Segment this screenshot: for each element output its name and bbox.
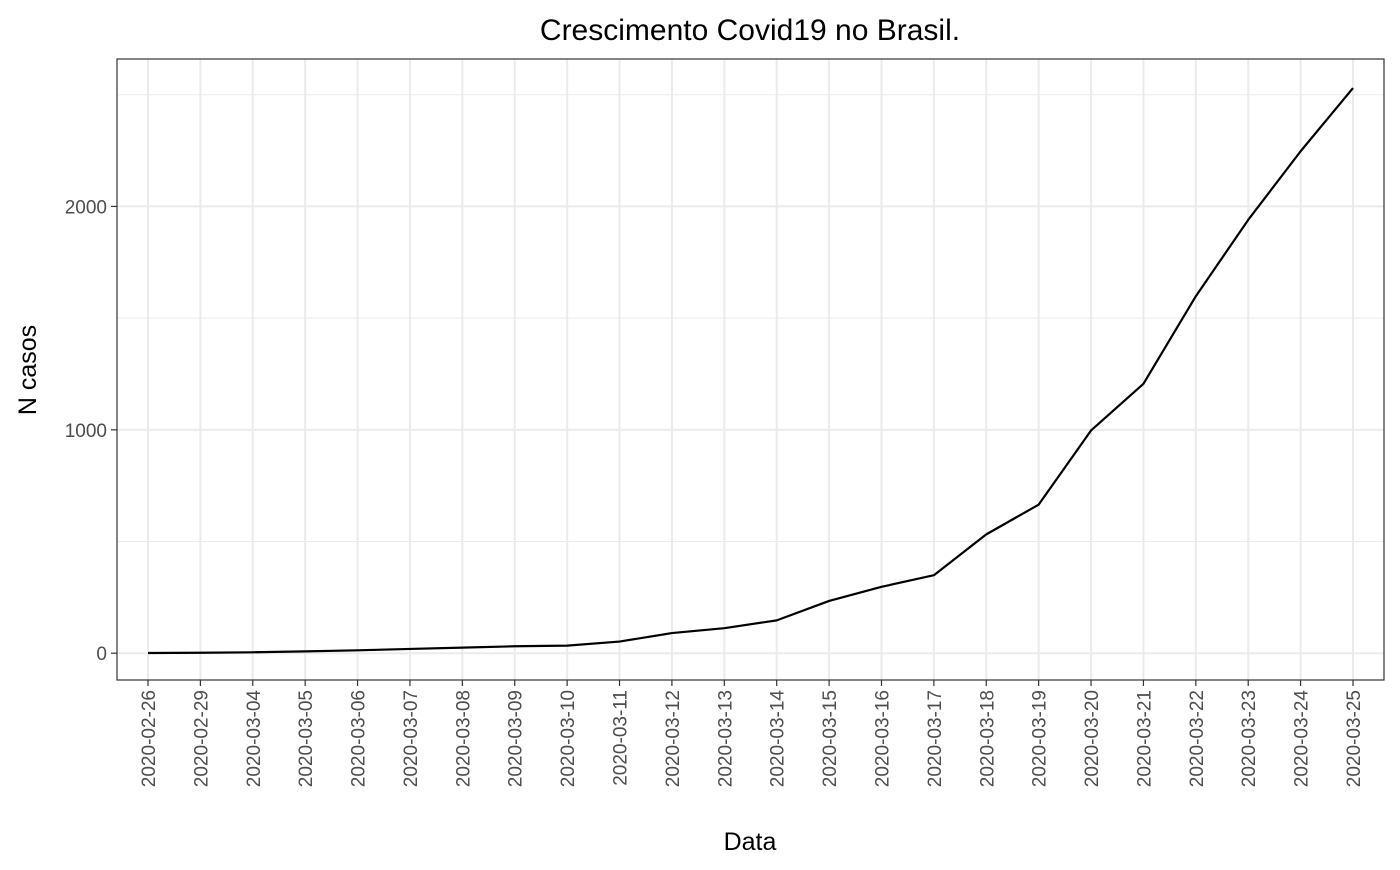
- x-tick-label: 2020-03-10: [558, 690, 579, 787]
- x-tick-label: 2020-03-24: [1292, 690, 1313, 788]
- series-line: [148, 88, 1353, 653]
- chart-title: Crescimento Covid19 no Brasil.: [540, 14, 960, 47]
- x-tick-label: 2020-03-19: [1030, 690, 1051, 787]
- panel-border: [117, 59, 1384, 680]
- x-tick-label: 2020-03-05: [296, 690, 317, 787]
- y-tick-label: 0: [96, 644, 107, 665]
- x-tick-label: 2020-03-16: [872, 690, 893, 787]
- x-tick-label: 2020-03-11: [611, 690, 632, 786]
- x-tick-label: 2020-03-13: [715, 690, 736, 787]
- x-tick-label: 2020-02-29: [191, 690, 212, 787]
- x-tick-label: 2020-03-17: [925, 690, 946, 787]
- grid-lines: [117, 59, 1384, 680]
- x-tick-label: 2020-03-04: [244, 690, 265, 788]
- x-tick-label: 2020-03-15: [820, 690, 841, 787]
- series-line-group: [148, 88, 1353, 653]
- x-tick-label: 2020-03-25: [1344, 690, 1365, 787]
- x-tick-label: 2020-03-06: [349, 690, 370, 787]
- y-tick-label: 1000: [65, 421, 107, 442]
- x-tick-label: 2020-03-22: [1187, 690, 1208, 787]
- x-tick-label: 2020-03-21: [1134, 690, 1155, 787]
- x-tick-label: 2020-03-14: [768, 690, 789, 788]
- x-tick-label: 2020-02-26: [139, 690, 160, 787]
- x-tick-label: 2020-03-09: [506, 690, 527, 787]
- x-axis-title: Data: [724, 828, 777, 856]
- y-axis-title: N casos: [14, 325, 42, 415]
- x-tick-label: 2020-03-18: [977, 690, 998, 787]
- x-tick-label: 2020-03-20: [1082, 690, 1103, 787]
- x-tick-label: 2020-03-07: [401, 690, 422, 787]
- x-tick-label: 2020-03-12: [663, 690, 684, 787]
- y-axis: 0 1000 2000: [65, 197, 117, 665]
- y-tick-label: 2000: [65, 197, 107, 218]
- x-tick-label: 2020-03-08: [453, 690, 474, 787]
- x-axis: 2020-02-26 2020-02-29 2020-03-04 2020-03-05…: [139, 680, 1365, 787]
- x-tick-label: 2020-03-23: [1239, 690, 1260, 787]
